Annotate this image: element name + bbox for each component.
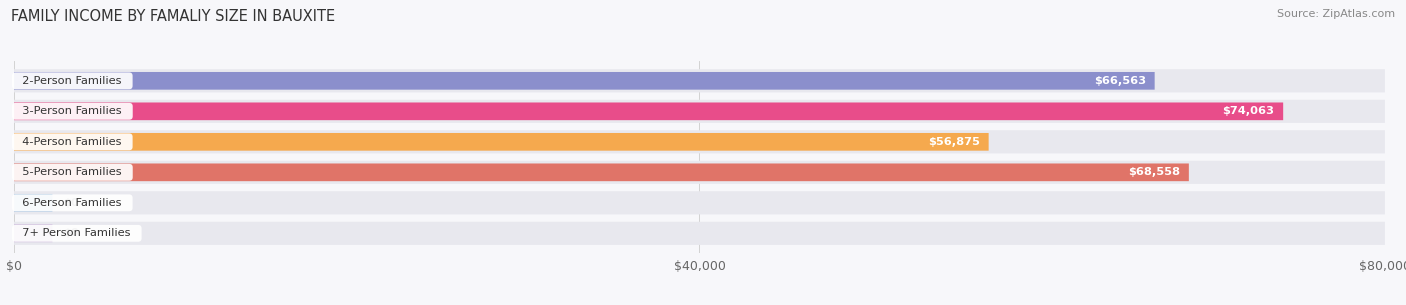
FancyBboxPatch shape xyxy=(14,72,1154,90)
Text: $56,875: $56,875 xyxy=(928,137,980,147)
FancyBboxPatch shape xyxy=(14,102,1284,120)
Text: $68,558: $68,558 xyxy=(1128,167,1180,177)
Text: 6-Person Families: 6-Person Families xyxy=(15,198,129,208)
FancyBboxPatch shape xyxy=(14,69,1385,92)
Text: $0: $0 xyxy=(63,228,79,238)
FancyBboxPatch shape xyxy=(14,163,1189,181)
Text: 2-Person Families: 2-Person Families xyxy=(15,76,129,86)
Text: 5-Person Families: 5-Person Families xyxy=(15,167,129,177)
FancyBboxPatch shape xyxy=(14,224,52,242)
Text: $74,063: $74,063 xyxy=(1223,106,1275,116)
Text: Source: ZipAtlas.com: Source: ZipAtlas.com xyxy=(1277,9,1395,19)
Text: FAMILY INCOME BY FAMALIY SIZE IN BAUXITE: FAMILY INCOME BY FAMALIY SIZE IN BAUXITE xyxy=(11,9,336,24)
Text: 7+ Person Families: 7+ Person Families xyxy=(15,228,138,238)
Text: $66,563: $66,563 xyxy=(1094,76,1146,86)
FancyBboxPatch shape xyxy=(14,194,52,212)
FancyBboxPatch shape xyxy=(14,191,1385,214)
FancyBboxPatch shape xyxy=(14,161,1385,184)
FancyBboxPatch shape xyxy=(14,133,988,151)
Text: 4-Person Families: 4-Person Families xyxy=(15,137,129,147)
Text: 3-Person Families: 3-Person Families xyxy=(15,106,129,116)
Text: $0: $0 xyxy=(63,198,79,208)
FancyBboxPatch shape xyxy=(14,100,1385,123)
FancyBboxPatch shape xyxy=(14,222,1385,245)
FancyBboxPatch shape xyxy=(14,130,1385,153)
